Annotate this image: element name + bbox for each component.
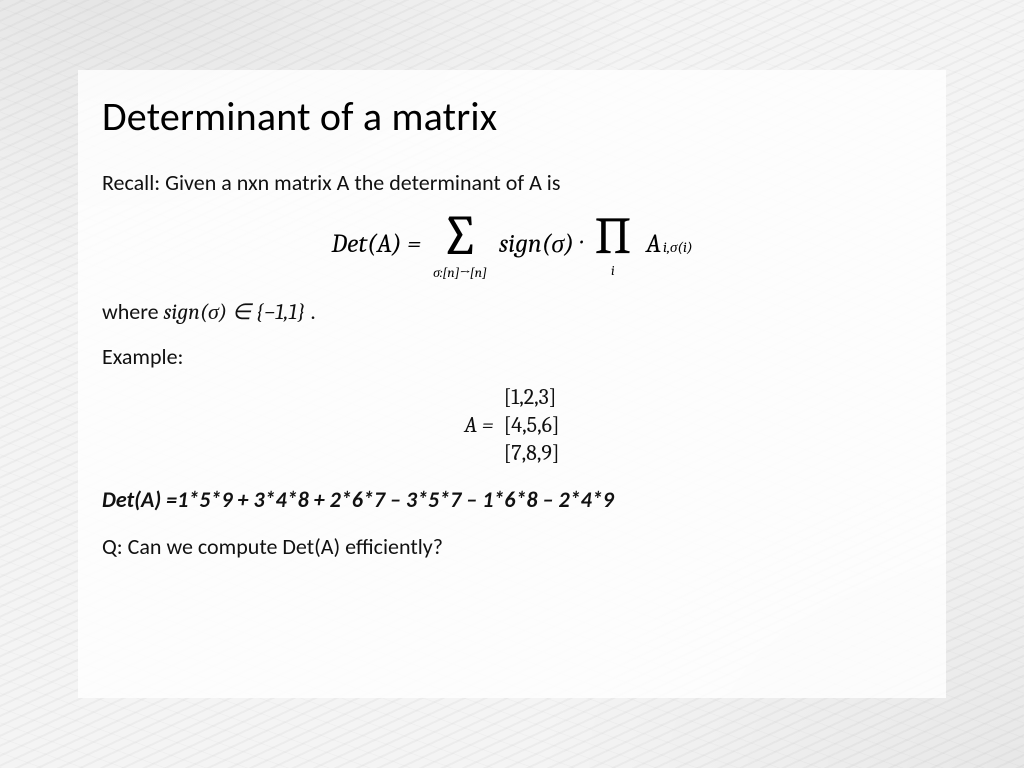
where-prefix: where bbox=[102, 298, 164, 325]
matrix-lhs: A = bbox=[464, 412, 493, 438]
sum-symbol: ∑ bbox=[440, 208, 480, 264]
formula-mid: sign(σ) · bbox=[499, 229, 580, 259]
formula-rhs: A i,σ(i) bbox=[646, 229, 693, 259]
slide-title: Determinant of a matrix bbox=[102, 92, 922, 141]
formula-lhs: Det(A) = bbox=[331, 229, 421, 259]
matrix-row-2: [7,8,9] bbox=[504, 440, 560, 466]
product-subscript: i bbox=[611, 264, 615, 278]
slide-card: Determinant of a matrix Recall: Given a … bbox=[78, 70, 946, 698]
example-label: Example: bbox=[102, 343, 922, 370]
question-line: Q: Can we compute Det(A) efficiently? bbox=[102, 533, 922, 560]
sum-operator: ∑ σ:[n]→[n] bbox=[433, 208, 487, 280]
sum-subscript: σ:[n]→[n] bbox=[433, 266, 487, 280]
determinant-formula: Det(A) = ∑ σ:[n]→[n] sign(σ) · ∏ i A i,σ… bbox=[102, 208, 922, 280]
where-suffix: . bbox=[305, 298, 316, 325]
det-expansion: Det(A) =1*5*9 + 3*4*8 + 2*6*7 – 3*5*7 – … bbox=[102, 486, 922, 513]
example-matrix: A = [1,2,3] [4,5,6] [7,8,9] bbox=[102, 384, 922, 466]
matrix-row-0: [1,2,3] bbox=[504, 384, 560, 410]
where-line: where sign(σ) ∈ {−1,1} . bbox=[102, 298, 922, 325]
matrix-row-1: [4,5,6] bbox=[504, 412, 560, 438]
product-operator: ∏ i bbox=[592, 210, 634, 278]
formula-rhs-main: A bbox=[646, 229, 661, 259]
where-math: sign(σ) ∈ {−1,1} bbox=[164, 299, 306, 325]
matrix-rows: [1,2,3] [4,5,6] [7,8,9] bbox=[504, 384, 560, 466]
recall-line: Recall: Given a nxn matrix A the determi… bbox=[102, 169, 922, 196]
formula-rhs-sub: i,σ(i) bbox=[663, 238, 693, 257]
product-symbol: ∏ bbox=[592, 210, 634, 262]
